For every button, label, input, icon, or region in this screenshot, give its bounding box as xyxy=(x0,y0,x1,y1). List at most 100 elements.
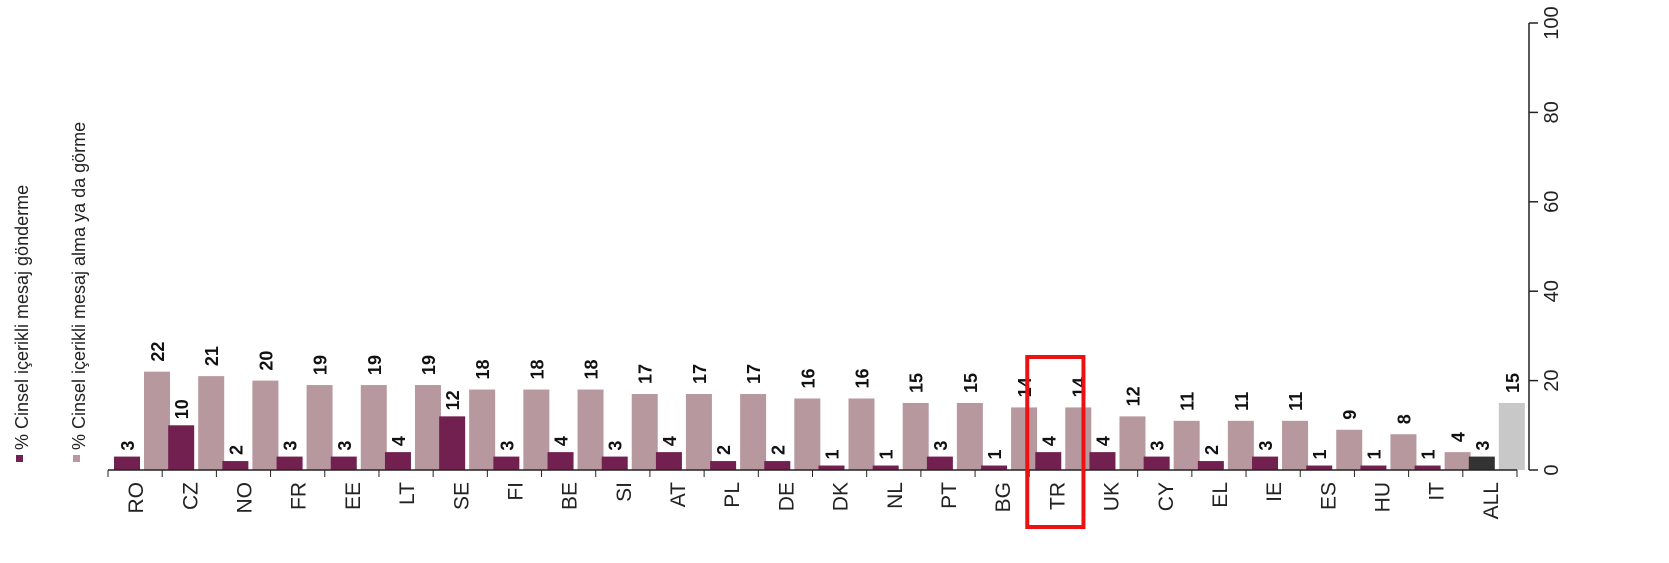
value-label-series-1-fi: 3 xyxy=(497,441,517,451)
bar-series-2-es xyxy=(1336,429,1363,470)
value-label-series-2-at: 17 xyxy=(690,364,710,384)
bar-series-2-all xyxy=(1498,402,1525,470)
value-label-series-1-ee: 3 xyxy=(335,441,355,451)
bar-series-1-ie xyxy=(1252,456,1279,470)
value-label-series-1-pl: 2 xyxy=(714,445,734,455)
y-tick-label-60: 60 xyxy=(1541,191,1563,213)
bar-series-1-ee xyxy=(330,456,357,470)
bar-series-2-ee xyxy=(360,385,387,470)
highlight-box xyxy=(1025,355,1086,529)
category-label-bg: BG xyxy=(992,482,1015,512)
y-tick-label-0: 0 xyxy=(1541,464,1563,475)
value-label-series-1-es: 1 xyxy=(1310,450,1330,460)
legend-swatch-series-2 xyxy=(73,455,80,462)
y-tick-label-80: 80 xyxy=(1541,101,1563,123)
bar-series-2-it xyxy=(1444,452,1471,470)
category-label-se: SE xyxy=(450,482,473,510)
value-label-series-1-be: 4 xyxy=(552,436,572,446)
bar-series-1-ro xyxy=(114,456,140,470)
bar-series-2-lt xyxy=(414,385,441,470)
category-label-de: DE xyxy=(775,482,798,511)
value-label-series-1-el: 2 xyxy=(1202,445,1222,455)
value-label-series-2-tr: 14 xyxy=(1069,377,1089,397)
category-label-hu: HU xyxy=(1372,482,1395,512)
legend-label-series-1: % Cinsel içerikli mesaj gönderme xyxy=(12,185,32,450)
value-label-series-2-dk: 16 xyxy=(853,368,873,388)
bar-series-2-el xyxy=(1227,420,1254,470)
bar-series-1-all xyxy=(1468,456,1495,470)
bar-series-1-cz xyxy=(168,425,195,470)
category-label-it: IT xyxy=(1426,482,1449,501)
value-label-series-1-pt: 3 xyxy=(931,441,951,451)
category-label-no: NO xyxy=(233,482,256,514)
legend-label-series-2: % Cinsel içerikli mesaj alma ya da görme xyxy=(69,122,89,450)
bar-series-2-fr xyxy=(306,385,333,470)
value-label-series-2-fr: 19 xyxy=(311,355,331,375)
value-label-series-2-pt: 15 xyxy=(961,373,981,393)
category-label-be: BE xyxy=(559,482,582,510)
value-label-series-2-no: 20 xyxy=(256,351,276,371)
value-label-series-2-bg: 14 xyxy=(1015,377,1035,397)
value-label-series-2-uk: 12 xyxy=(1123,386,1143,406)
category-label-si: SI xyxy=(613,482,636,502)
category-label-uk: UK xyxy=(1101,482,1124,511)
category-label-ro: RO xyxy=(125,482,148,514)
bar-series-1-lt xyxy=(384,452,411,470)
value-label-series-2-pl: 17 xyxy=(744,364,764,384)
bar-series-1-se xyxy=(439,416,466,470)
value-label-series-2-all: 15 xyxy=(1503,373,1523,393)
bar-series-2-bg xyxy=(1011,407,1038,470)
bar-series-2-ro xyxy=(144,371,170,470)
bar-series-1-dk xyxy=(818,465,845,470)
bar-series-1-bg xyxy=(981,465,1008,470)
category-label-at: AT xyxy=(667,482,690,507)
bar-series-2-ie xyxy=(1282,420,1309,470)
value-label-series-1-at: 4 xyxy=(660,436,680,446)
bar-series-2-de xyxy=(794,398,821,470)
bar-series-2-dk xyxy=(848,398,875,470)
legend: % Cinsel içerikli mesaj gönderme % Cinse… xyxy=(12,122,89,462)
bar-series-1-es xyxy=(1306,465,1333,470)
value-label-series-2-es: 9 xyxy=(1340,410,1360,420)
bar-series-2-se xyxy=(469,389,496,470)
value-label-series-2-lt: 19 xyxy=(419,355,439,375)
bar-series-1-fi xyxy=(493,456,520,470)
y-tick-label-40: 40 xyxy=(1541,280,1563,302)
bar-series-1-it xyxy=(1414,465,1441,470)
category-label-cz: CZ xyxy=(179,482,202,510)
x-axis xyxy=(107,469,1518,477)
bar-series-2-pt xyxy=(956,402,983,470)
value-label-series-1-si: 3 xyxy=(606,441,626,451)
value-label-series-2-nl: 15 xyxy=(907,373,927,393)
value-label-series-1-ie: 3 xyxy=(1256,441,1276,451)
value-label-series-1-cy: 3 xyxy=(1148,441,1168,451)
value-label-series-1-de: 2 xyxy=(768,445,788,455)
y-tick-label-20: 20 xyxy=(1541,369,1563,391)
bar-series-2-cz xyxy=(198,376,225,470)
bar-series-2-fi xyxy=(523,389,550,470)
value-label-series-1-it: 1 xyxy=(1419,450,1439,460)
bar-series-2-be xyxy=(577,389,604,470)
bar-series-2-nl xyxy=(902,402,929,470)
value-label-series-1-cz: 10 xyxy=(172,399,192,419)
bars xyxy=(114,371,1525,470)
category-label-ee: EE xyxy=(342,482,365,510)
bar-series-1-uk xyxy=(1089,452,1116,470)
category-label-el: EL xyxy=(1209,482,1232,508)
value-label-series-2-cy: 11 xyxy=(1178,392,1198,411)
category-label-lt: LT xyxy=(396,482,419,505)
category-label-es: ES xyxy=(1317,482,1340,510)
value-label-series-2-ie: 11 xyxy=(1286,392,1306,411)
value-label-series-1-no: 2 xyxy=(226,445,246,455)
value-label-series-2-el: 11 xyxy=(1232,392,1252,411)
bar-series-1-no xyxy=(222,461,249,470)
value-label-series-1-all: 3 xyxy=(1473,441,1493,451)
category-label-fi: FI xyxy=(504,482,527,501)
value-label-series-1-lt: 4 xyxy=(389,436,409,446)
category-label-nl: NL xyxy=(884,482,907,509)
bar-series-1-si xyxy=(601,456,628,470)
bar-series-1-de xyxy=(764,461,791,470)
bar-series-1-fr xyxy=(276,456,303,470)
value-label-series-1-ro: 3 xyxy=(118,441,138,451)
